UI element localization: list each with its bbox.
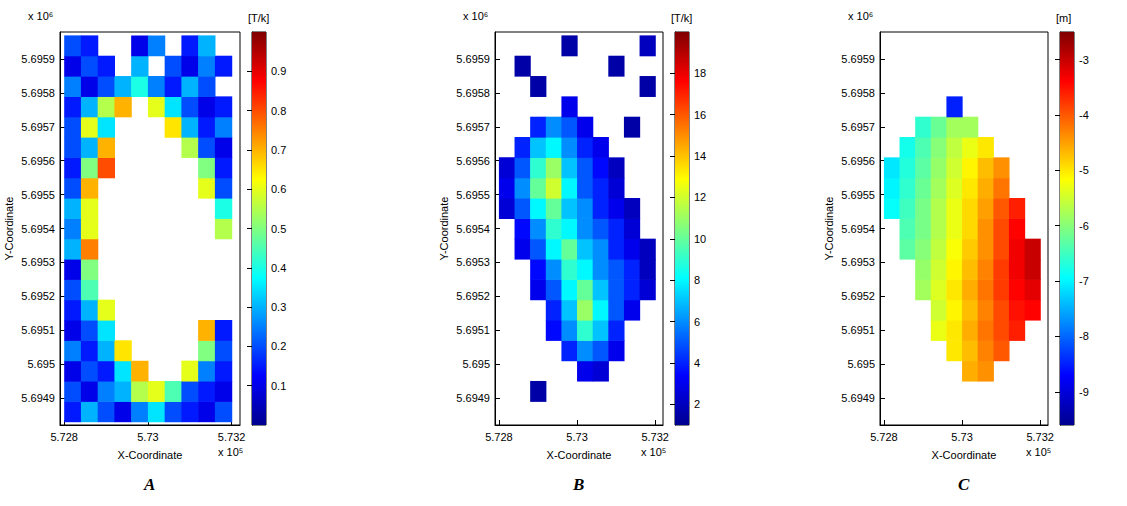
- svg-text:0.2: 0.2: [271, 340, 286, 352]
- svg-text:x 10⁵: x 10⁵: [641, 446, 666, 458]
- svg-text:-3: -3: [1079, 54, 1089, 66]
- svg-text:5.6949: 5.6949: [456, 392, 490, 404]
- svg-text:5.6951: 5.6951: [21, 324, 55, 336]
- svg-text:-7: -7: [1079, 275, 1089, 287]
- svg-text:-4: -4: [1079, 109, 1089, 121]
- svg-text:0.3: 0.3: [271, 301, 286, 313]
- svg-text:5.732: 5.732: [641, 431, 669, 443]
- svg-text:5.6951: 5.6951: [841, 324, 875, 336]
- svg-text:8: 8: [694, 274, 700, 286]
- svg-text:-5: -5: [1079, 164, 1089, 176]
- svg-text:Y-Coordinate: Y-Coordinate: [3, 197, 15, 261]
- svg-text:x 10⁶: x 10⁶: [28, 10, 53, 22]
- svg-text:-8: -8: [1079, 330, 1089, 342]
- svg-text:B: B: [572, 475, 584, 494]
- svg-text:4: 4: [694, 357, 700, 369]
- svg-text:5.6952: 5.6952: [21, 290, 55, 302]
- svg-text:5.6958: 5.6958: [456, 87, 490, 99]
- svg-text:5.6953: 5.6953: [21, 256, 55, 268]
- svg-text:Y-Coordinate: Y-Coordinate: [823, 197, 835, 261]
- svg-text:5.695: 5.695: [27, 358, 55, 370]
- svg-text:x 10⁵: x 10⁵: [218, 446, 243, 458]
- svg-text:5.6959: 5.6959: [21, 53, 55, 65]
- svg-text:2: 2: [694, 398, 700, 410]
- svg-text:5.73: 5.73: [951, 431, 972, 443]
- svg-text:6: 6: [694, 316, 700, 328]
- svg-text:5.73: 5.73: [137, 431, 158, 443]
- svg-text:5.732: 5.732: [1026, 431, 1054, 443]
- svg-text:5.6952: 5.6952: [841, 290, 875, 302]
- svg-text:[m]: [m]: [1056, 12, 1071, 24]
- svg-text:0.4: 0.4: [271, 262, 286, 274]
- svg-text:18: 18: [694, 67, 706, 79]
- svg-text:5.6959: 5.6959: [841, 53, 875, 65]
- svg-text:[T/k]: [T/k]: [248, 12, 269, 24]
- svg-text:5.6959: 5.6959: [456, 53, 490, 65]
- svg-text:A: A: [143, 475, 155, 494]
- svg-text:X-Coordinate: X-Coordinate: [118, 449, 183, 461]
- svg-text:0.8: 0.8: [271, 105, 286, 117]
- svg-text:5.6949: 5.6949: [841, 392, 875, 404]
- svg-text:5.6957: 5.6957: [841, 121, 875, 133]
- svg-text:5.6951: 5.6951: [456, 324, 490, 336]
- svg-text:x 10⁶: x 10⁶: [848, 10, 873, 22]
- svg-text:0.9: 0.9: [271, 65, 286, 77]
- svg-text:5.6953: 5.6953: [841, 256, 875, 268]
- svg-text:5.6958: 5.6958: [21, 87, 55, 99]
- svg-text:5.6954: 5.6954: [456, 223, 490, 235]
- svg-text:5.695: 5.695: [462, 358, 490, 370]
- svg-text:Y-Coordinate: Y-Coordinate: [438, 197, 450, 261]
- svg-text:5.6954: 5.6954: [21, 223, 55, 235]
- svg-text:0.1: 0.1: [271, 380, 286, 392]
- svg-text:5.6956: 5.6956: [841, 155, 875, 167]
- svg-text:16: 16: [694, 109, 706, 121]
- svg-text:5.6958: 5.6958: [841, 87, 875, 99]
- svg-text:12: 12: [694, 191, 706, 203]
- svg-text:-9: -9: [1079, 386, 1089, 398]
- svg-text:0.6: 0.6: [271, 183, 286, 195]
- svg-text:5.6956: 5.6956: [456, 155, 490, 167]
- svg-text:5.6955: 5.6955: [841, 189, 875, 201]
- svg-text:[T/k]: [T/k]: [671, 12, 692, 24]
- svg-text:5.6955: 5.6955: [456, 189, 490, 201]
- svg-text:X-Coordinate: X-Coordinate: [932, 449, 997, 461]
- svg-text:5.728: 5.728: [870, 431, 898, 443]
- svg-text:5.728: 5.728: [485, 431, 513, 443]
- svg-text:x 10⁵: x 10⁵: [1026, 446, 1051, 458]
- svg-text:5.728: 5.728: [50, 431, 78, 443]
- svg-text:5.6957: 5.6957: [456, 121, 490, 133]
- svg-text:x 10⁶: x 10⁶: [463, 10, 488, 22]
- svg-text:5.6954: 5.6954: [841, 223, 875, 235]
- svg-text:5.73: 5.73: [566, 431, 587, 443]
- svg-text:5.6957: 5.6957: [21, 121, 55, 133]
- svg-text:5.6952: 5.6952: [456, 290, 490, 302]
- svg-text:-6: -6: [1079, 220, 1089, 232]
- svg-text:5.695: 5.695: [847, 358, 875, 370]
- svg-text:5.6956: 5.6956: [21, 155, 55, 167]
- svg-text:0.7: 0.7: [271, 144, 286, 156]
- svg-text:C: C: [958, 475, 970, 494]
- svg-text:14: 14: [694, 150, 706, 162]
- svg-text:0.5: 0.5: [271, 223, 286, 235]
- svg-text:5.6955: 5.6955: [21, 189, 55, 201]
- svg-text:X-Coordinate: X-Coordinate: [547, 449, 612, 461]
- svg-text:5.732: 5.732: [218, 431, 246, 443]
- svg-text:5.6953: 5.6953: [456, 256, 490, 268]
- svg-text:10: 10: [694, 233, 706, 245]
- svg-text:5.6949: 5.6949: [21, 392, 55, 404]
